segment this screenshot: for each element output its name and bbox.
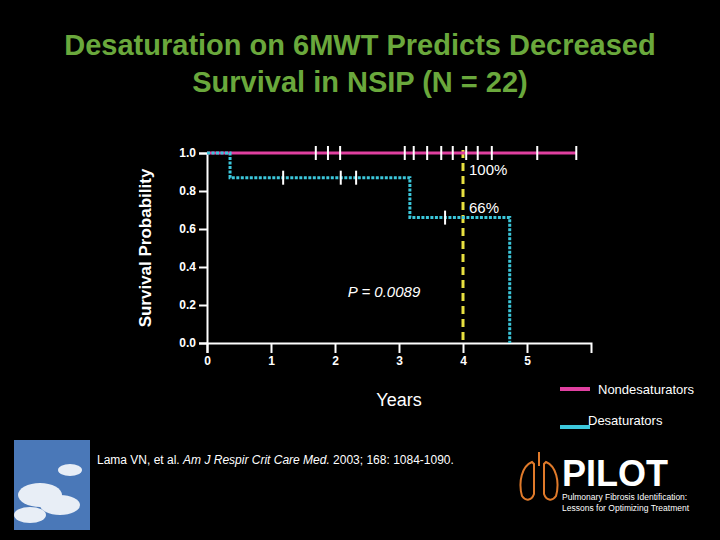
censor-mark [536,146,538,160]
legend: Nondesaturators Desaturators [560,382,695,428]
axis-line [199,154,208,344]
legend-label: Desaturators [588,413,663,428]
cloud [14,507,46,523]
title: Desaturation on 6MWT Predicts DecreasedS… [64,29,655,98]
tick: 0.4 [179,260,207,274]
x-axis: 0 1 2 3 4 5 [204,343,591,368]
tick-label: 1.0 [179,146,196,160]
tick-mark [199,343,207,345]
annotation: 100% [469,161,507,178]
tick-mark [399,343,401,353]
tick: 0 [204,343,211,368]
x-axis-title: Years [376,390,421,410]
tick: 3 [396,343,403,368]
slide: Desaturation on 6MWT Predicts DecreasedS… [0,0,720,540]
logo-icon [520,452,557,500]
censor-mark [440,146,442,160]
citation-details: 2003; 168: 1084-1090. [333,453,454,467]
tick-mark [199,191,207,193]
cloud [58,464,82,476]
tick: 0.0 [179,336,207,350]
tick-label: 2 [332,354,339,368]
tick-label: 0.0 [179,336,196,350]
tick-label: 5 [524,354,531,368]
tick-label: 4 [460,354,467,368]
tick: 1 [268,343,275,368]
axis-line [208,344,592,354]
annotation: 66% [469,199,499,216]
citation-journal: Am J Respir Crit Care Med. [182,453,333,467]
cloud [40,495,80,515]
tick-mark [199,267,207,269]
legend-swatch [560,425,590,429]
reference-line [462,150,465,343]
tick-label: 1 [268,354,275,368]
logo-tagline: Lessons for Optimizing Treatment [562,503,690,513]
legend-swatch [560,387,590,391]
tick-label: 0.8 [179,184,196,198]
tick-mark [199,305,207,307]
cloud-sky [14,440,90,530]
censor-mark [339,146,341,160]
censor-mark [327,146,329,160]
series-line [207,152,576,155]
cloud-image [14,440,90,530]
plot-area [207,146,576,343]
tick-mark [335,343,337,353]
tick: 1.0 [179,146,207,160]
censor-mark [426,146,428,160]
censor-mark [444,211,446,225]
censor-mark [340,171,342,185]
censor-mark [491,146,493,160]
tick-label: 3 [396,354,403,368]
tick: 0.2 [179,298,207,312]
background [0,0,720,540]
censor-mark [413,146,415,160]
tick-mark [207,343,209,353]
logo: PILOTPulmonary Fibrosis Identification:L… [520,452,689,513]
censor-mark [315,146,317,160]
censor-mark [452,146,454,160]
tick: 0.6 [179,222,207,236]
series-line [207,153,510,343]
tick: 2 [332,343,339,368]
logo-name: PILOT [562,453,668,494]
y-axis-title: Survival Probability [136,168,155,327]
censor-mark [477,146,479,160]
censor-mark [404,146,406,160]
y-axis: 0.0 0.2 0.4 0.6 0.8 1.0 [179,146,207,350]
censor-mark [465,146,467,160]
censor-mark [282,171,284,185]
tick-label: 0.2 [179,298,196,312]
tick-label: 0.6 [179,222,196,236]
tick-mark [463,343,465,353]
tick-label: 0.4 [179,260,196,274]
tick-mark [199,229,207,231]
legend-label: Nondesaturators [598,382,695,397]
tick: 5 [524,343,531,368]
tick: 4 [460,343,467,368]
censor-mark [355,171,357,185]
tick-mark [199,153,207,155]
citation: Lama VN, et al. Am J Respir Crit Care Me… [97,453,454,467]
tick-mark [271,343,273,353]
annotation: P = 0.0089 [348,283,421,300]
tick-mark [527,343,529,353]
tick: 0.8 [179,184,207,198]
censor-mark [575,146,577,160]
logo-tagline: Pulmonary Fibrosis Identification: [562,492,687,502]
citation-authors: Lama VN, et al. [97,453,183,467]
tick-label: 0 [204,354,211,368]
